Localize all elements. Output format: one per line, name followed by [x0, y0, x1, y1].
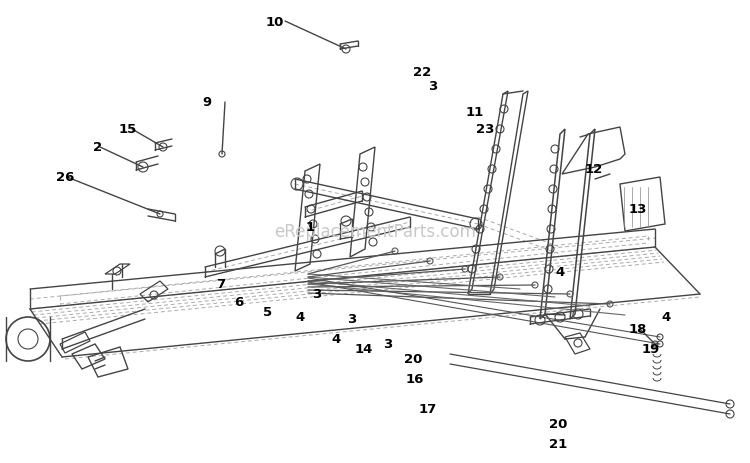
Text: 7: 7 [217, 278, 226, 291]
Text: 3: 3 [428, 80, 437, 94]
Text: 17: 17 [419, 403, 437, 416]
Text: eReplacementParts.com: eReplacementParts.com [274, 223, 476, 240]
Text: 4: 4 [332, 333, 340, 346]
Text: 26: 26 [56, 171, 74, 184]
Text: 12: 12 [585, 163, 603, 176]
Text: 23: 23 [476, 123, 494, 136]
Text: 21: 21 [549, 438, 567, 450]
Text: 3: 3 [383, 338, 392, 351]
Text: 1: 1 [305, 221, 314, 234]
Text: 2: 2 [94, 141, 103, 154]
Text: 20: 20 [404, 353, 422, 366]
Text: 6: 6 [234, 296, 244, 309]
Text: 16: 16 [406, 373, 424, 386]
Text: 5: 5 [263, 306, 272, 319]
Text: 10: 10 [266, 15, 284, 28]
Text: 22: 22 [413, 65, 431, 78]
Text: 4: 4 [662, 311, 670, 324]
Text: 13: 13 [628, 203, 647, 216]
Text: 3: 3 [347, 313, 356, 326]
Text: 14: 14 [355, 343, 374, 356]
Text: 4: 4 [296, 311, 304, 324]
Text: 4: 4 [555, 266, 565, 279]
Text: 15: 15 [119, 123, 137, 136]
Text: 20: 20 [549, 418, 567, 431]
Text: 11: 11 [466, 106, 484, 119]
Text: 19: 19 [642, 343, 660, 356]
Text: 3: 3 [312, 288, 322, 301]
Text: 18: 18 [628, 323, 647, 336]
Text: 9: 9 [202, 96, 211, 109]
